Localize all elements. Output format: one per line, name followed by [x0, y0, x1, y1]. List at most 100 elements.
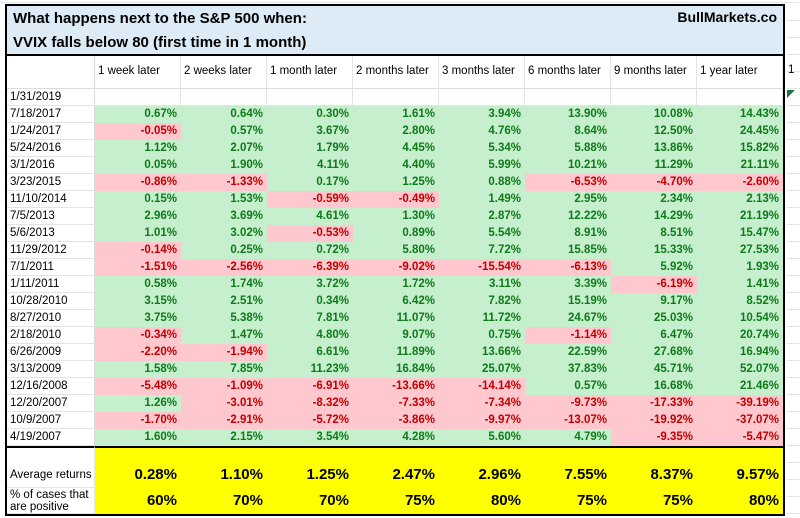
- return-cell[interactable]: 4.45%: [353, 140, 439, 157]
- return-cell[interactable]: 15.33%: [611, 242, 697, 259]
- return-cell[interactable]: 16.68%: [611, 378, 697, 395]
- return-cell[interactable]: 22.59%: [525, 344, 611, 361]
- return-cell[interactable]: 4.28%: [353, 429, 439, 446]
- return-cell[interactable]: 2.95%: [525, 191, 611, 208]
- return-cell[interactable]: -1.33%: [181, 174, 267, 191]
- return-cell[interactable]: -4.70%: [611, 174, 697, 191]
- date-cell[interactable]: 4/19/2007: [7, 429, 95, 446]
- return-cell[interactable]: 5.54%: [439, 225, 525, 242]
- return-cell[interactable]: 10.21%: [525, 157, 611, 174]
- date-cell[interactable]: 3/1/2016: [7, 157, 95, 174]
- return-cell[interactable]: -0.34%: [95, 327, 181, 344]
- return-cell[interactable]: 1.01%: [95, 225, 181, 242]
- return-cell[interactable]: [611, 89, 697, 106]
- return-cell[interactable]: 1.60%: [95, 429, 181, 446]
- return-cell[interactable]: 1.93%: [697, 259, 783, 276]
- return-cell[interactable]: -6.53%: [525, 174, 611, 191]
- return-cell[interactable]: -1.14%: [525, 327, 611, 344]
- return-cell[interactable]: 7.72%: [439, 242, 525, 259]
- return-cell[interactable]: 37.83%: [525, 361, 611, 378]
- return-cell[interactable]: 5.88%: [525, 140, 611, 157]
- column-header[interactable]: 3 months later: [439, 56, 525, 89]
- return-cell[interactable]: 0.25%: [181, 242, 267, 259]
- percent-positive-cell[interactable]: 70%: [181, 488, 267, 514]
- return-cell[interactable]: 0.30%: [267, 106, 353, 123]
- return-cell[interactable]: -9.35%: [611, 429, 697, 446]
- return-cell[interactable]: 5.38%: [181, 310, 267, 327]
- return-cell[interactable]: -0.49%: [353, 191, 439, 208]
- return-cell[interactable]: 15.19%: [525, 293, 611, 310]
- return-cell[interactable]: -0.05%: [95, 123, 181, 140]
- return-cell[interactable]: 2.96%: [95, 208, 181, 225]
- date-cell[interactable]: 1/11/2011: [7, 276, 95, 293]
- return-cell[interactable]: 11.23%: [267, 361, 353, 378]
- return-cell[interactable]: 16.84%: [353, 361, 439, 378]
- return-cell[interactable]: [267, 89, 353, 106]
- return-cell[interactable]: 16.94%: [697, 344, 783, 361]
- return-cell[interactable]: 25.07%: [439, 361, 525, 378]
- return-cell[interactable]: 0.72%: [267, 242, 353, 259]
- return-cell[interactable]: [439, 89, 525, 106]
- return-cell[interactable]: 2.07%: [181, 140, 267, 157]
- column-header[interactable]: 2 weeks later: [181, 56, 267, 89]
- return-cell[interactable]: -5.48%: [95, 378, 181, 395]
- return-cell[interactable]: 5.60%: [439, 429, 525, 446]
- return-cell[interactable]: 1.58%: [95, 361, 181, 378]
- return-cell[interactable]: 52.07%: [697, 361, 783, 378]
- return-cell[interactable]: 12.22%: [525, 208, 611, 225]
- return-cell[interactable]: 1.61%: [353, 106, 439, 123]
- return-cell[interactable]: 0.34%: [267, 293, 353, 310]
- return-cell[interactable]: -13.66%: [353, 378, 439, 395]
- return-cell[interactable]: -2.60%: [697, 174, 783, 191]
- return-cell[interactable]: 0.57%: [525, 378, 611, 395]
- date-cell[interactable]: 12/16/2008: [7, 378, 95, 395]
- percent-positive-label[interactable]: % of cases that are positive: [7, 488, 95, 514]
- return-cell[interactable]: 1.74%: [181, 276, 267, 293]
- return-cell[interactable]: 24.45%: [697, 123, 783, 140]
- return-cell[interactable]: 2.51%: [181, 293, 267, 310]
- date-cell[interactable]: 11/10/2014: [7, 191, 95, 208]
- return-cell[interactable]: 15.82%: [697, 140, 783, 157]
- percent-positive-cell[interactable]: 75%: [611, 488, 697, 514]
- return-cell[interactable]: 45.71%: [611, 361, 697, 378]
- return-cell[interactable]: -9.73%: [525, 395, 611, 412]
- percent-positive-cell[interactable]: 75%: [353, 488, 439, 514]
- average-return-cell[interactable]: 0.28%: [95, 462, 181, 488]
- return-cell[interactable]: -5.47%: [697, 429, 783, 446]
- return-cell[interactable]: -5.72%: [267, 412, 353, 429]
- return-cell[interactable]: -2.56%: [181, 259, 267, 276]
- return-cell[interactable]: 2.80%: [353, 123, 439, 140]
- return-cell[interactable]: 11.29%: [611, 157, 697, 174]
- return-cell[interactable]: 4.40%: [353, 157, 439, 174]
- percent-positive-cell[interactable]: 80%: [439, 488, 525, 514]
- return-cell[interactable]: 7.85%: [181, 361, 267, 378]
- return-cell[interactable]: -0.14%: [95, 242, 181, 259]
- return-cell[interactable]: 1.25%: [353, 174, 439, 191]
- return-cell[interactable]: -7.33%: [353, 395, 439, 412]
- return-cell[interactable]: 3.94%: [439, 106, 525, 123]
- average-return-cell[interactable]: 8.37%: [611, 462, 697, 488]
- return-cell[interactable]: 0.05%: [95, 157, 181, 174]
- return-cell[interactable]: -3.86%: [353, 412, 439, 429]
- return-cell[interactable]: 6.47%: [611, 327, 697, 344]
- return-cell[interactable]: 10.08%: [611, 106, 697, 123]
- return-cell[interactable]: 11.07%: [353, 310, 439, 327]
- return-cell[interactable]: -6.19%: [611, 276, 697, 293]
- return-cell[interactable]: 0.58%: [95, 276, 181, 293]
- return-cell[interactable]: -14.14%: [439, 378, 525, 395]
- return-cell[interactable]: 13.86%: [611, 140, 697, 157]
- return-cell[interactable]: 0.17%: [267, 174, 353, 191]
- return-cell[interactable]: 6.42%: [353, 293, 439, 310]
- return-cell[interactable]: 8.91%: [525, 225, 611, 242]
- return-cell[interactable]: 2.87%: [439, 208, 525, 225]
- date-cell[interactable]: 11/29/2012: [7, 242, 95, 259]
- return-cell[interactable]: [697, 89, 783, 106]
- return-cell[interactable]: -9.02%: [353, 259, 439, 276]
- return-cell[interactable]: 27.53%: [697, 242, 783, 259]
- return-cell[interactable]: 13.66%: [439, 344, 525, 361]
- return-cell[interactable]: 5.99%: [439, 157, 525, 174]
- percent-positive-cell[interactable]: 60%: [95, 488, 181, 514]
- return-cell[interactable]: 1.72%: [353, 276, 439, 293]
- average-return-cell[interactable]: 2.47%: [353, 462, 439, 488]
- return-cell[interactable]: -15.54%: [439, 259, 525, 276]
